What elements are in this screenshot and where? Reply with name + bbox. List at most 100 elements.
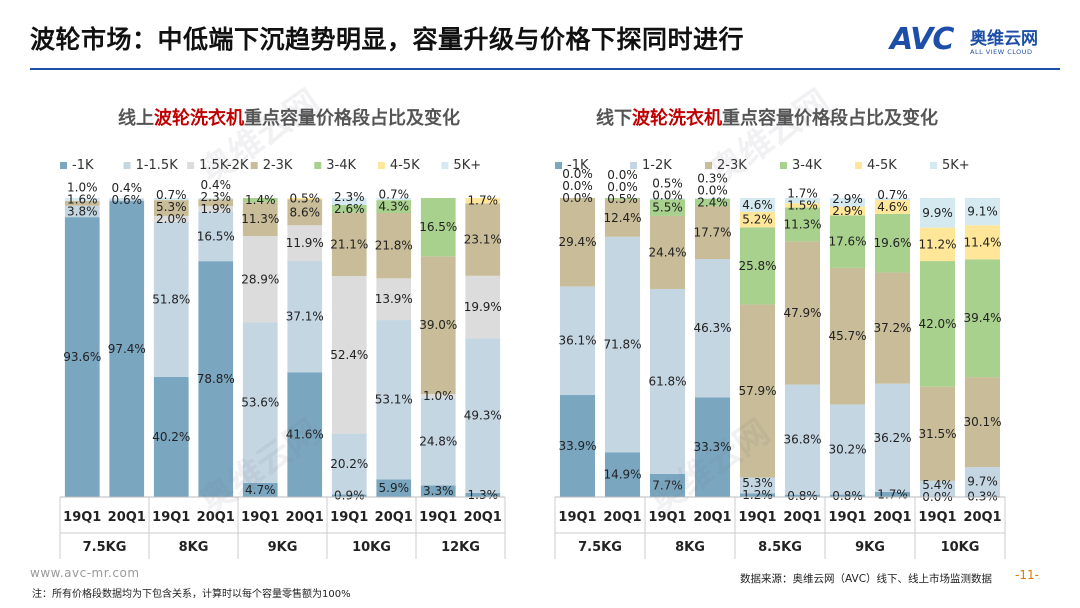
data-label: 0.0% [697,183,728,197]
data-label: 11.3% [783,217,821,231]
data-label: 0.5% [652,177,683,191]
bar-segment [649,473,686,497]
bar-segment [784,241,821,385]
legend-swatch [555,162,562,169]
data-label: 21.1% [330,237,368,251]
period-label: 19Q1 [738,510,776,525]
bar-segment [465,203,501,276]
data-label: 0.9% [334,489,365,503]
bar-segment [919,386,956,481]
data-label: 16.5% [197,229,235,243]
data-label: 49.3% [464,409,502,423]
bar-segment [739,477,776,494]
bar-segment [64,205,100,218]
bar-segment [287,199,323,226]
bar-segment [465,338,501,493]
bar-segment [784,207,821,242]
group-label: 7.5KG [578,540,622,555]
bar-segment [64,198,100,201]
bar-segment [109,199,145,202]
legend-label: -1K [567,158,589,173]
online-title-suffix: 重点容量价格段占比及变化 [244,108,460,129]
data-label: 24.4% [648,245,686,259]
bar-segment [964,198,1001,226]
bar-segment [420,485,456,497]
data-label: 9.9% [922,206,953,220]
bar-segment [287,372,323,497]
period-label: 20Q1 [197,510,235,525]
data-label: 1.6% [67,192,98,206]
legend-swatch [855,162,862,169]
data-label: 39.0% [419,318,457,332]
bar-segment [287,225,323,261]
legend-label: 3-4K [792,158,822,173]
bar-segment [376,278,412,321]
data-label: 2.3% [334,190,365,204]
offline-chart-title: 线下波轮洗衣机重点容量价格段占比及变化 [596,104,938,130]
data-label: 41.6% [286,428,324,442]
data-label: 1.5% [787,198,818,212]
bar-segment [376,200,412,213]
bar-segment [242,198,278,203]
data-label: 45.7% [828,329,866,343]
data-label: 0.8% [832,489,863,503]
online-chart-title: 线上波轮洗衣机重点容量价格段占比及变化 [118,104,460,130]
data-label: 7.7% [652,478,683,492]
bar-segment [874,383,911,492]
period-label: 19Q1 [558,510,596,525]
bar-segment [829,215,866,268]
bar-segment [376,198,412,201]
data-label: 9.7% [967,475,998,489]
legend-label: 2-3K [263,158,293,173]
data-label: 11.2% [918,237,956,251]
logo-chinese-name: 奥维云网 [970,29,1038,49]
legend-swatch [187,162,195,169]
bar-segment [242,322,278,483]
bar-segment [649,288,686,474]
data-label: 8.6% [290,205,321,219]
bar-segment [604,198,641,200]
bar-segment [331,494,367,497]
bar-segment [465,198,501,204]
bar-segment [694,258,731,398]
data-label: 1.2% [742,488,773,502]
bar-segment [694,397,731,497]
data-label: 0.5% [290,192,321,206]
page-title: 波轮市场：中低端下沉趋势明显，容量升级与价格下探同时进行 [30,25,745,54]
data-label: 5.4% [922,478,953,492]
data-label: 25.8% [738,259,776,273]
bar-segment [242,202,278,237]
logo-english-name: ALL VIEW CLOUD [970,48,1033,56]
period-label: 19Q1 [419,510,457,525]
data-label: 12.4% [603,211,641,225]
data-label: 57.9% [738,384,776,398]
bar-segment [694,206,731,259]
bar-segment [559,198,596,287]
bar-segment [874,491,911,497]
period-label: 20Q1 [873,510,911,525]
bar-segment [964,259,1001,378]
data-label: 37.2% [873,321,911,335]
data-label: 71.8% [603,337,641,351]
period-label: 19Q1 [241,510,279,525]
data-label: 36.1% [558,334,596,348]
bar-segment [964,225,1001,260]
data-label: 36.2% [873,431,911,445]
bar-segment [331,276,367,434]
data-label: 17.7% [693,226,731,240]
bar-segment [287,260,323,373]
legend-swatch [780,162,787,169]
footer-source: 数据来源：奥维云网（AVC）线下、线上市场监测数据 [740,573,993,585]
data-label: 97.4% [108,342,146,356]
bar-segment [874,200,911,214]
data-label: 17.6% [828,235,866,249]
bar-segment [604,199,641,237]
bar-segment [649,198,686,200]
data-label: 42.0% [918,317,956,331]
bar-segment [829,206,866,216]
online-title-highlight: 波轮洗衣机 [154,108,244,129]
data-label: 1.0% [67,180,98,194]
group-label: 8.5KG [758,540,802,555]
bar-segment [376,479,412,497]
